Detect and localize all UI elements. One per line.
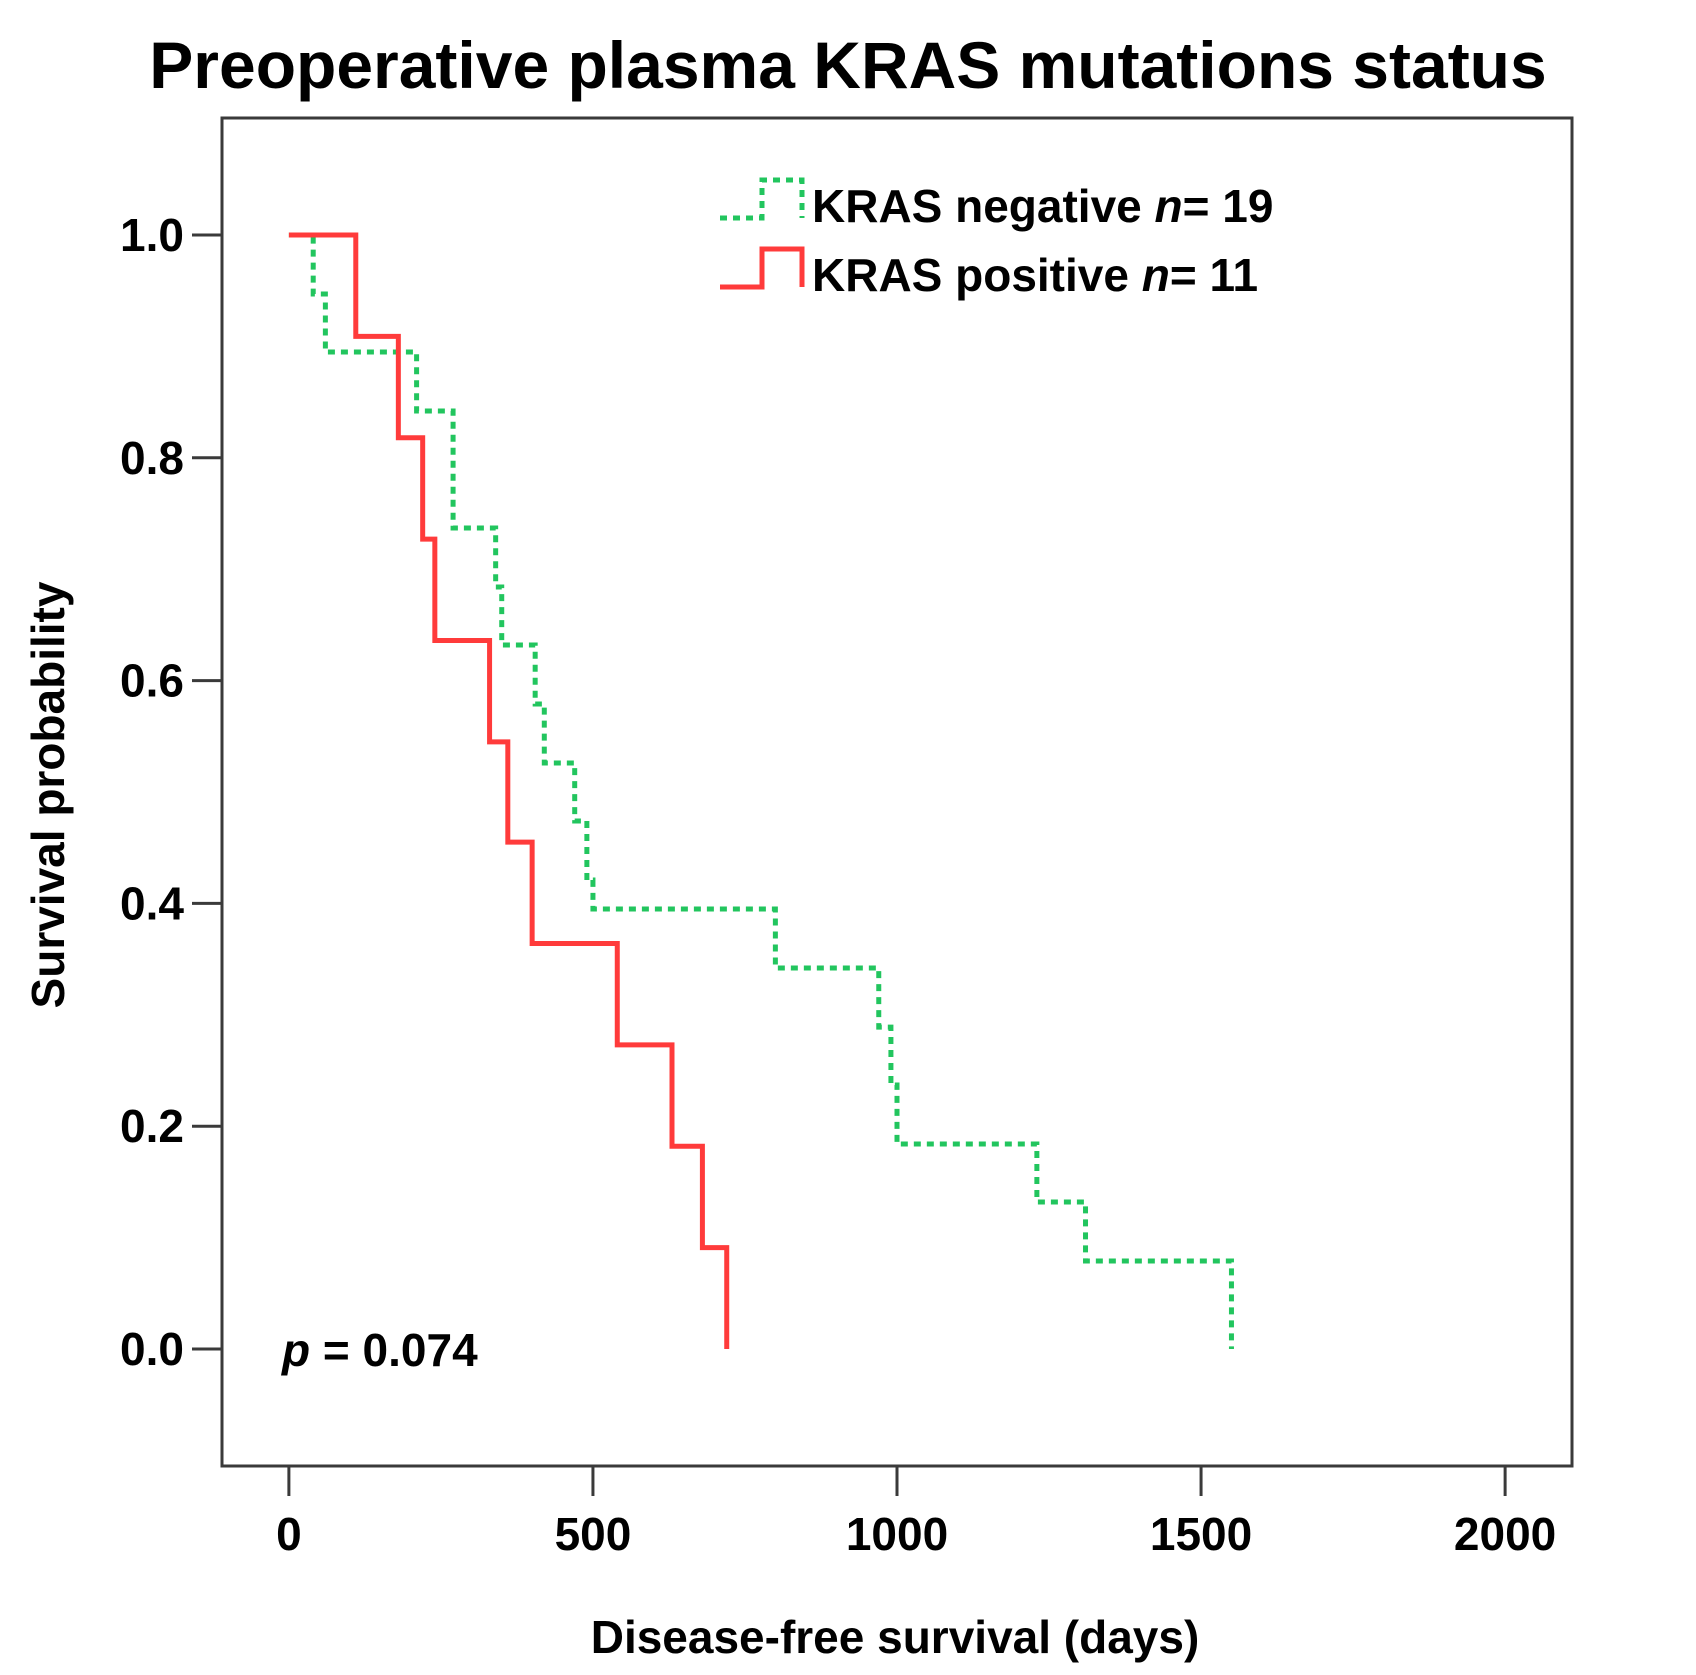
y-tick-label: 0.2	[120, 1100, 184, 1152]
series-line-kras-negative	[288, 232, 1234, 1350]
y-tick-label: 0.0	[120, 1323, 184, 1375]
y-axis: 0.0 0.2 0.4 0.6 0.8 1.0	[120, 209, 222, 1375]
legend-swatch-kras-positive	[720, 246, 805, 290]
x-axis: 0 500 1000 1500 2000	[276, 1466, 1556, 1560]
x-tick-label: 1000	[846, 1508, 948, 1560]
legend-label-kras-negative: KRAS negative n= 19	[812, 180, 1273, 232]
p-value-text: = 0.074	[310, 1324, 478, 1376]
legend: KRAS negative n= 19 KRAS positive n= 11	[720, 177, 1273, 301]
legend-swatch-kras-negative	[720, 177, 805, 221]
plot-frame	[220, 116, 1574, 1468]
p-value-annotation: p = 0.074	[280, 1324, 478, 1376]
x-axis-label: Disease-free survival (days)	[591, 1611, 1200, 1663]
x-tick-label: 0	[276, 1508, 302, 1560]
y-tick-label: 0.8	[120, 432, 184, 484]
y-axis-label: Survival probability	[22, 581, 74, 1008]
legend-label-kras-positive: KRAS positive n= 11	[812, 249, 1258, 301]
x-tick-label: 500	[555, 1508, 632, 1560]
x-tick-label: 1500	[1150, 1508, 1252, 1560]
p-symbol: p	[280, 1324, 310, 1376]
y-tick-label: 0.6	[120, 655, 184, 707]
y-tick-label: 1.0	[120, 209, 184, 261]
series-layer	[288, 232, 1234, 1350]
x-tick-label: 2000	[1454, 1508, 1556, 1560]
series-line-kras-positive	[288, 232, 730, 1350]
y-tick-label: 0.4	[120, 877, 184, 929]
chart-title: Preoperative plasma KRAS mutations statu…	[149, 28, 1546, 102]
